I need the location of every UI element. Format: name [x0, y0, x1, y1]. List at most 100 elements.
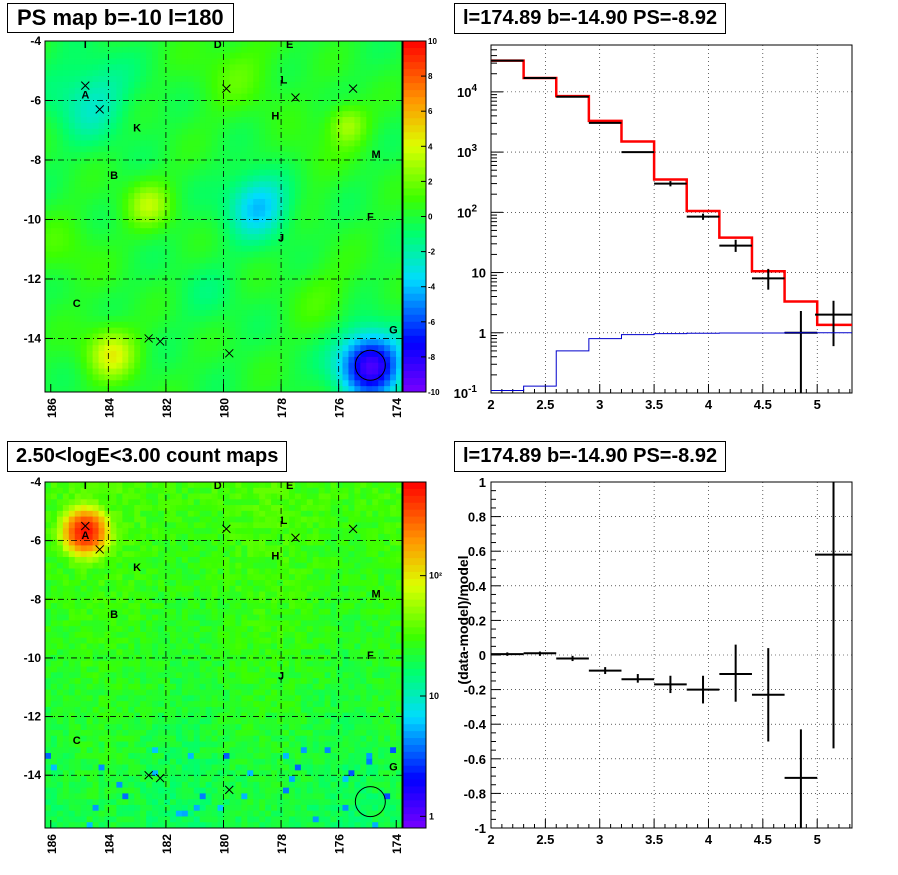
source-cross — [144, 770, 153, 780]
colorbar-tick-label: -8 — [428, 353, 436, 362]
target-circle — [354, 786, 386, 818]
source-label-A: A — [81, 90, 89, 102]
residual-title: l=174.89 b=-14.90 PS=-8.92 — [454, 441, 727, 472]
residual-panel: 2 2.5 3 3.5 4 4.5 5 1 0.8 0.6 0.4 0.2 0 -0.2 -0.4 -0.6 -… — [455, 475, 853, 847]
source-label-B: B — [110, 609, 118, 621]
colorbar-tick-label: -2 — [428, 248, 436, 257]
y-tick-label: 1 — [479, 326, 486, 341]
source-label-K: K — [133, 562, 141, 574]
y-tick-label: 10-1 — [454, 384, 478, 401]
y-tick-label: 103 — [457, 143, 477, 160]
x-tick-label: 178 — [275, 834, 289, 854]
source-label-F: F — [367, 212, 374, 224]
source-cross — [222, 524, 231, 534]
colorbar-tick-label: 2 — [428, 177, 433, 186]
y-tick-label: -6 — [30, 93, 41, 107]
source-label-C: C — [73, 735, 81, 747]
plot-frame — [490, 44, 853, 394]
source-cross — [222, 84, 231, 93]
y-tick-label: -10 — [24, 212, 42, 226]
x-tick-label: 174 — [390, 398, 404, 418]
map-panel-2: 186 184 182 180 178 176 174 -4 -6 -8 -10 -12 -14 I D E A… — [24, 475, 405, 854]
source-label-B: B — [110, 170, 118, 182]
y-tick-label: -12 — [24, 272, 42, 286]
y-tick-label: -0.8 — [464, 786, 486, 801]
colorbar-tick-label: 1 — [429, 811, 434, 821]
source-label-G: G — [389, 761, 398, 773]
source-cross — [224, 348, 234, 358]
source-label-E: E — [286, 480, 293, 492]
source-cross — [291, 93, 300, 102]
x-tick-label: 182 — [160, 398, 174, 418]
x-tick-label: 2 — [487, 832, 494, 847]
y-tick-label: -0.4 — [464, 717, 487, 732]
source-label-G: G — [389, 325, 398, 337]
colorbar-counts: 10² 10 1 — [402, 481, 442, 829]
source-cross — [348, 84, 358, 93]
histogram-model — [491, 59, 852, 327]
y-tick-label: -8 — [30, 592, 41, 606]
source-cross — [291, 533, 300, 543]
colorbar-tick-label: 4 — [428, 142, 433, 151]
y-tick-label: 1 — [479, 475, 486, 490]
x-tick-label: 5 — [814, 397, 821, 412]
colorbar-tick-label: 10 — [428, 37, 437, 46]
y-tick-label: -4 — [30, 34, 41, 48]
x-tick-label: 3.5 — [645, 832, 663, 847]
x-tick-label: 4.5 — [754, 832, 772, 847]
x-tick-label: 3 — [596, 832, 603, 847]
source-label-H: H — [271, 110, 279, 122]
y-tick-label: 0.4 — [468, 579, 487, 594]
x-tick-label: 3.5 — [645, 397, 663, 412]
target-circle — [354, 349, 386, 381]
colorbar-tick-label: 0 — [428, 213, 433, 222]
map-panel-0: 186 184 182 180 178 176 174 -4 -6 -8 -10 -12 -14 I D E A… — [24, 34, 405, 418]
count-map-title: 2.50<logE<3.00 count maps — [7, 441, 288, 472]
source-cross — [95, 105, 105, 114]
y-tick-label: -0.2 — [464, 683, 486, 698]
source-cross — [144, 334, 153, 343]
y-tick-label: 104 — [457, 83, 477, 100]
y-tick-label: 10 — [472, 266, 486, 281]
y-tick-label: -1 — [474, 821, 486, 836]
x-tick-label: 182 — [160, 834, 174, 854]
colorbar-tick-label: -10 — [428, 388, 440, 397]
x-tick-label: 2.5 — [536, 832, 554, 847]
colorbar-tick-label: 10² — [429, 571, 442, 581]
colorbar-tick-label: -4 — [428, 283, 436, 292]
source-label-E: E — [286, 39, 293, 51]
source-cross — [95, 545, 105, 554]
source-label-L: L — [281, 515, 288, 527]
source-cross — [224, 785, 234, 795]
x-tick-label: 4 — [705, 832, 713, 847]
y-tick-label: -14 — [24, 331, 42, 345]
y-tick-label: -0.6 — [464, 752, 486, 767]
y-tick-label: 0.6 — [468, 544, 486, 559]
spectrum-panel: 2 2.5 3 3.5 4 4.5 5 10-1 1 10 102 103 104 — [454, 44, 853, 412]
source-label-K: K — [133, 122, 141, 134]
x-tick-label: 174 — [390, 834, 404, 854]
x-tick-label: 184 — [102, 834, 116, 854]
x-tick-label: 3 — [596, 397, 603, 412]
x-tick-label: 176 — [333, 834, 347, 854]
y-tick-label: 0 — [479, 648, 486, 663]
y-tick-label: 0.8 — [468, 510, 486, 525]
colorbar-tick-label: 10 — [429, 691, 439, 701]
y-tick-label: -14 — [24, 768, 42, 782]
y-tick-label: -6 — [30, 534, 41, 548]
source-cross — [348, 524, 358, 534]
y-axis-label: (data-model)/model — [455, 555, 471, 684]
x-tick-label: 2.5 — [536, 397, 554, 412]
y-tick-label: -4 — [30, 475, 41, 489]
source-label-D: D — [214, 39, 222, 51]
source-label-L: L — [281, 75, 288, 87]
source-cross — [80, 521, 90, 531]
y-tick-label: -10 — [24, 651, 42, 665]
colorbar-tick-label: -6 — [428, 318, 436, 327]
x-tick-label: 180 — [218, 834, 232, 854]
x-tick-label: 186 — [45, 398, 59, 418]
x-tick-label: 186 — [45, 834, 59, 854]
source-label-J: J — [278, 232, 284, 244]
source-label-I: I — [84, 39, 87, 51]
